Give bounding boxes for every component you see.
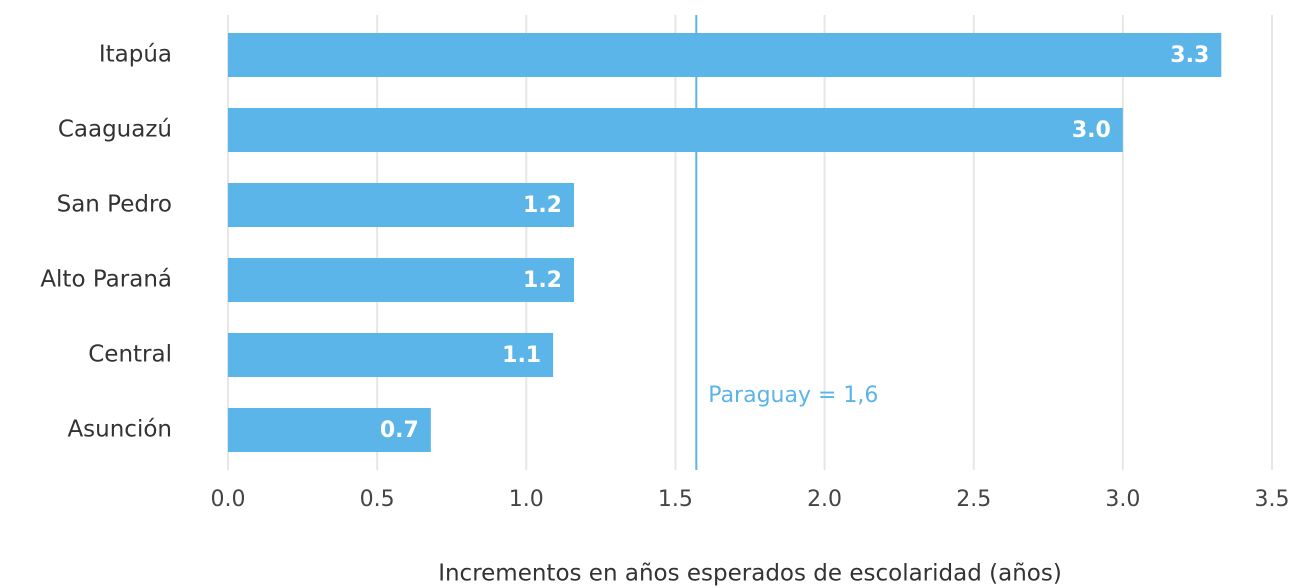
bar [228, 108, 1123, 152]
x-tick-label: 3.0 [1105, 487, 1140, 512]
x-tick-label: 1.0 [509, 487, 544, 512]
category-label: Asunción [67, 417, 172, 443]
category-label: San Pedro [57, 192, 172, 218]
x-tick-label: 1.5 [658, 487, 693, 512]
category-label: Itapúa [99, 42, 172, 68]
value-label: 1.2 [523, 268, 562, 293]
value-label: 1.1 [502, 343, 541, 368]
x-tick-label: 0.5 [360, 487, 395, 512]
bar [228, 408, 431, 452]
x-axis-label: Incrementos en años esperados de escolar… [438, 561, 1062, 587]
bar [228, 333, 554, 377]
x-tick-label: 3.5 [1255, 487, 1290, 512]
bar [228, 258, 575, 302]
category-label: Central [88, 342, 172, 368]
value-label: 1.2 [523, 193, 562, 218]
value-label: 0.7 [380, 418, 419, 443]
reference-label: Paraguay = 1,6 [708, 383, 878, 408]
bar [228, 183, 575, 227]
category-label: Caaguazú [58, 117, 172, 143]
category-label: Alto Paraná [40, 267, 172, 293]
x-tick-label: 0.0 [211, 487, 246, 512]
value-label: 3.0 [1072, 118, 1111, 143]
value-label: 3.3 [1170, 43, 1209, 68]
x-tick-label: 2.0 [807, 487, 842, 512]
bar [228, 33, 1222, 77]
x-tick-label: 2.5 [956, 487, 991, 512]
